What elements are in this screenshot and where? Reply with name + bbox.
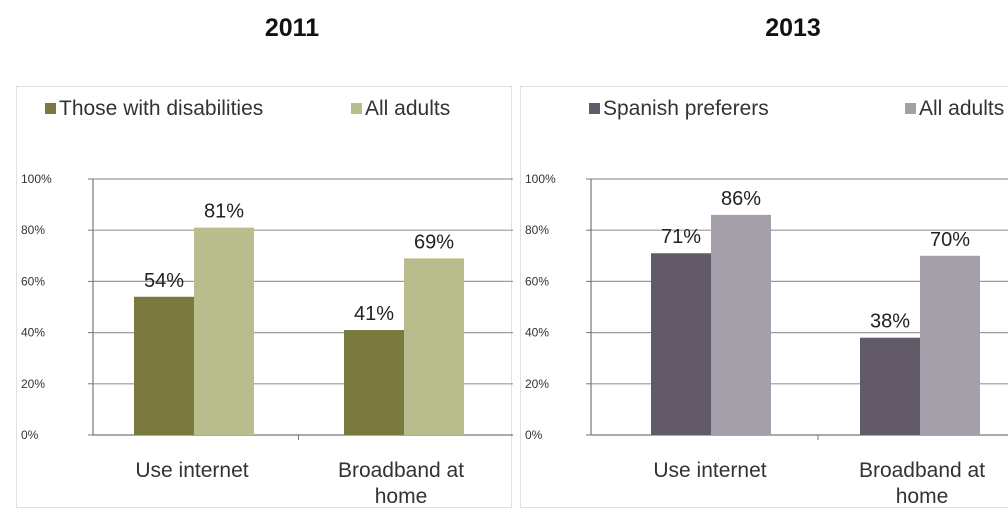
legend-label: All adults bbox=[919, 97, 1004, 120]
bar bbox=[404, 258, 464, 435]
bar-chart-2013: 0% 20% 40% 60% 80% 100% Spanish preferers All a… bbox=[525, 97, 1008, 508]
year-heading-2013: 2013 bbox=[765, 14, 821, 42]
category-label: home bbox=[896, 485, 949, 508]
legend-swatch bbox=[905, 103, 916, 114]
bar bbox=[194, 227, 254, 435]
category-label: Broadband at bbox=[338, 459, 464, 482]
data-label: 38% bbox=[870, 311, 910, 333]
legend-swatch bbox=[45, 103, 56, 114]
data-label: 54% bbox=[144, 270, 184, 292]
data-label: 70% bbox=[930, 229, 970, 251]
legend-swatch bbox=[589, 103, 600, 114]
bar bbox=[134, 296, 194, 435]
bar bbox=[860, 337, 920, 435]
year-heading-2011: 2011 bbox=[264, 14, 320, 42]
category-label: Use internet bbox=[135, 459, 248, 482]
legend-label: Those with disabilities bbox=[59, 97, 263, 120]
data-label: 41% bbox=[354, 303, 394, 325]
chart-panel-2013: 0% 20% 40% 60% 80% 100% Spanish preferers All a… bbox=[520, 86, 1008, 508]
y-tick-label: 40% bbox=[525, 326, 549, 340]
y-tick-label: 40% bbox=[21, 326, 45, 340]
bar-chart-2011: 0% 20% 40% 60% 80% 100% Those with disabilitie… bbox=[21, 97, 513, 508]
category-label: Use internet bbox=[653, 459, 766, 482]
data-label: 86% bbox=[721, 188, 761, 210]
y-tick-label: 20% bbox=[525, 377, 549, 391]
legend-label: All adults bbox=[365, 97, 450, 120]
y-tick-label: 100% bbox=[21, 172, 52, 186]
y-tick-label: 60% bbox=[525, 274, 549, 288]
bar bbox=[711, 214, 771, 435]
y-tick-label: 100% bbox=[525, 172, 556, 186]
legend-swatch bbox=[351, 103, 362, 114]
bar bbox=[651, 253, 711, 435]
y-tick-label: 0% bbox=[21, 428, 39, 442]
bar bbox=[920, 255, 980, 435]
data-label: 81% bbox=[204, 201, 244, 223]
category-label: Broadband at bbox=[859, 459, 985, 482]
data-label: 71% bbox=[661, 226, 701, 248]
y-tick-label: 60% bbox=[21, 274, 45, 288]
y-tick-label: 80% bbox=[21, 223, 45, 237]
y-tick-label: 80% bbox=[525, 223, 549, 237]
y-tick-label: 20% bbox=[21, 377, 45, 391]
data-label: 69% bbox=[414, 231, 454, 253]
chart-panel-2011: 0% 20% 40% 60% 80% 100% Those with disabilitie… bbox=[16, 86, 513, 508]
bar bbox=[344, 330, 404, 435]
y-tick-label: 0% bbox=[525, 428, 543, 442]
category-label: home bbox=[375, 485, 428, 508]
legend-label: Spanish preferers bbox=[603, 97, 769, 120]
